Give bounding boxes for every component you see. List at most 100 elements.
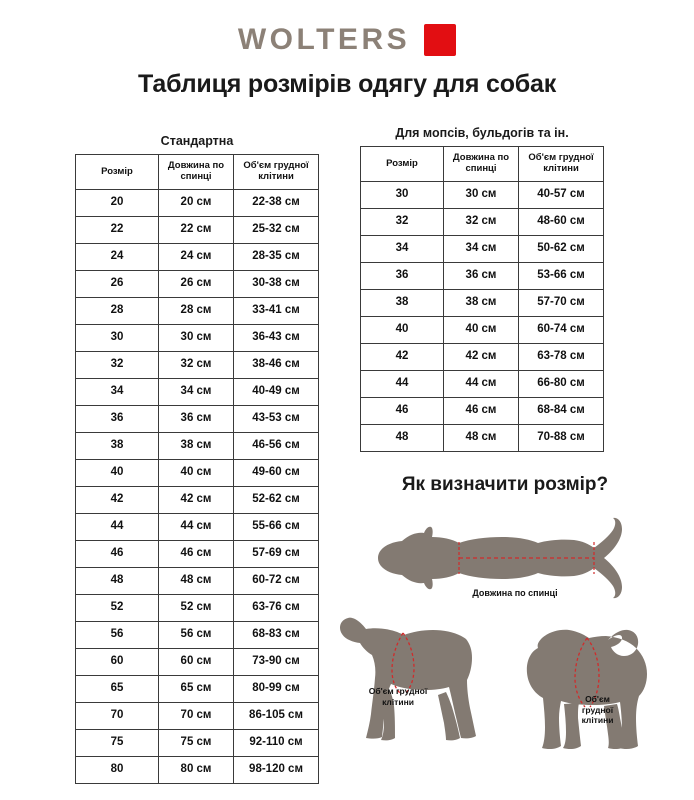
table-row: 32 32 см 38-46 см — [75, 351, 319, 379]
table-row: 46 46 см 68-84 см — [360, 397, 604, 425]
cell-chest: 60-74 см — [518, 316, 604, 344]
cell-chest: 28-35 см — [233, 243, 319, 271]
cell-chest: 55-66 см — [233, 513, 319, 541]
cell-back-length: 36 см — [158, 405, 234, 433]
cell-chest: 80-99 см — [233, 675, 319, 703]
table-row: 38 38 см 57-70 см — [360, 289, 604, 317]
cell-size: 48 — [360, 424, 444, 452]
cell-size: 70 — [75, 702, 159, 730]
back-length-caption: Довжина по спинці — [472, 588, 558, 598]
cell-size: 80 — [75, 756, 159, 784]
table-row: 24 24 см 28-35 см — [75, 243, 319, 271]
cell-back-length: 20 см — [158, 189, 234, 217]
cell-chest: 38-46 см — [233, 351, 319, 379]
pug-side-view-illustration — [526, 629, 647, 750]
cell-back-length: 48 см — [158, 567, 234, 595]
page-title: Таблиця розмірів одягу для собак — [137, 70, 557, 98]
cell-back-length: 75 см — [158, 729, 234, 757]
cell-back-length: 26 см — [158, 270, 234, 298]
cell-back-length: 60 см — [158, 648, 234, 676]
cell-chest: 68-83 см — [233, 621, 319, 649]
chest-measure-line — [391, 632, 415, 694]
table-row: 44 44 см 55-66 см — [75, 513, 319, 541]
cell-chest: 66-80 см — [518, 370, 604, 398]
cell-back-length: 70 см — [158, 702, 234, 730]
cell-chest: 92-110 см — [233, 729, 319, 757]
cell-size: 22 — [75, 216, 159, 244]
table-row: 44 44 см 66-80 см — [360, 370, 604, 398]
brand-header: WOLTERS — [0, 24, 694, 56]
table-row: 30 30 см 40-57 см — [360, 181, 604, 209]
cell-size: 26 — [75, 270, 159, 298]
cell-chest: 46-56 см — [233, 432, 319, 460]
table-row: 22 22 см 25-32 см — [75, 216, 319, 244]
table-row: 38 38 см 46-56 см — [75, 432, 319, 460]
table-row: 20 20 см 22-38 см — [75, 189, 319, 217]
table-row: 56 56 см 68-83 см — [75, 621, 319, 649]
cell-chest: 57-70 см — [518, 289, 604, 317]
cell-chest: 63-78 см — [518, 343, 604, 371]
cell-size: 44 — [75, 513, 159, 541]
cell-back-length: 24 см — [158, 243, 234, 271]
cell-back-length: 52 см — [158, 594, 234, 622]
table-row: 32 32 см 48-60 см — [360, 208, 604, 236]
cell-chest: 73-90 см — [233, 648, 319, 676]
table-row: 36 36 см 53-66 см — [360, 262, 604, 290]
cell-back-length: 44 см — [443, 370, 519, 398]
table-row: 48 48 см 70-88 см — [360, 424, 604, 452]
cell-chest: 57-69 см — [233, 540, 319, 568]
table-row: 48 48 см 60-72 см — [75, 567, 319, 595]
cell-back-length: 48 см — [443, 424, 519, 452]
cell-size: 34 — [360, 235, 444, 263]
cell-size: 46 — [75, 540, 159, 568]
cell-size: 56 — [75, 621, 159, 649]
cell-size: 40 — [360, 316, 444, 344]
cell-chest: 33-41 см — [233, 297, 319, 325]
cell-back-length: 32 см — [158, 351, 234, 379]
cell-back-length: 40 см — [443, 316, 519, 344]
cell-back-length: 44 см — [158, 513, 234, 541]
cell-size: 36 — [360, 262, 444, 290]
cell-chest: 52-62 см — [233, 486, 319, 514]
dog-side-view-illustration — [340, 617, 476, 741]
cell-chest: 49-60 см — [233, 459, 319, 487]
cell-chest: 98-120 см — [233, 756, 319, 784]
column-header-back-length: Довжина по спинці — [158, 154, 234, 190]
cell-size: 38 — [360, 289, 444, 317]
table-row: 40 40 см 60-74 см — [360, 316, 604, 344]
brand-wordmark: WOLTERS — [237, 23, 411, 56]
column-header-size: Розмір — [360, 146, 444, 182]
table-row: 46 46 см 57-69 см — [75, 540, 319, 568]
cell-size: 42 — [360, 343, 444, 371]
cell-back-length: 34 см — [158, 378, 234, 406]
cell-size: 30 — [75, 324, 159, 352]
cell-chest: 53-66 см — [518, 262, 604, 290]
cell-back-length: 40 см — [158, 459, 234, 487]
cell-back-length: 32 см — [443, 208, 519, 236]
cell-size: 30 — [360, 181, 444, 209]
chest-caption-pug: Об'єм грудної клітини — [581, 694, 614, 726]
table-row: 34 34 см 50-62 см — [360, 235, 604, 263]
cell-back-length: 30 см — [158, 324, 234, 352]
table-row: 52 52 см 63-76 см — [75, 594, 319, 622]
back-length-measure-line — [458, 542, 595, 574]
cell-size: 38 — [75, 432, 159, 460]
table-row: 34 34 см 40-49 см — [75, 378, 319, 406]
cell-back-length: 22 см — [158, 216, 234, 244]
standard-size-table-block: Стандартна Розмір Довжина по спинці Об'є… — [75, 134, 319, 784]
table-row: 42 42 см 52-62 см — [75, 486, 319, 514]
cell-back-length: 80 см — [158, 756, 234, 784]
cell-chest: 30-38 см — [233, 270, 319, 298]
cell-size: 40 — [75, 459, 159, 487]
table-row: 65 65 см 80-99 см — [75, 675, 319, 703]
cell-size: 42 — [75, 486, 159, 514]
dog-top-view-illustration — [378, 517, 622, 599]
cell-size: 60 — [75, 648, 159, 676]
table-header-row: Розмір Довжина по спинці Об'єм грудної к… — [75, 154, 319, 190]
cell-size: 32 — [360, 208, 444, 236]
pug-size-table-block: Для мопсів, бульдогів та ін. Розмір Довж… — [360, 126, 604, 452]
cell-size: 65 — [75, 675, 159, 703]
pug-side-silhouette — [526, 629, 647, 750]
table-row: 75 75 см 92-110 см — [75, 729, 319, 757]
cell-back-length: 46 см — [443, 397, 519, 425]
